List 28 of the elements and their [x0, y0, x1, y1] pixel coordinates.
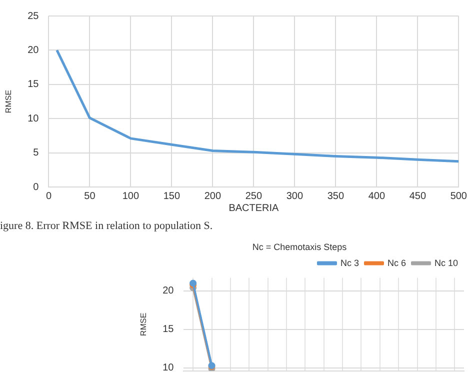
x-tick-label: 0 — [46, 190, 52, 202]
legend-label: Nc 10 — [434, 258, 458, 268]
text: igure 8. Error RMSE in relation to population S. — [0, 220, 213, 232]
x-tick-label: 50 — [84, 190, 96, 202]
x-axis-title: BACTERIA — [228, 202, 280, 214]
legend-label: Nc 3 — [340, 258, 359, 268]
y-tick-label: 10 — [162, 362, 174, 374]
x-tick-label: 100 — [122, 190, 140, 202]
x-tick-label: 450 — [409, 190, 426, 202]
y-tick-label: 5 — [33, 148, 40, 159]
legend-label: Nc 6 — [387, 258, 406, 268]
x-tick-label: 250 — [245, 190, 262, 202]
x-tick-label: 400 — [368, 190, 386, 202]
chart-title: Nc = Chemotaxis Steps — [252, 242, 348, 252]
y-tick-label: 20 — [28, 44, 40, 56]
y-axis-title: RMSE — [4, 90, 14, 114]
x-tick-label: 300 — [286, 190, 304, 202]
x-tick-label: 350 — [327, 190, 344, 202]
x-tick-label: 200 — [204, 190, 222, 202]
y-tick-label: 0 — [33, 182, 40, 193]
y-tick-label: 15 — [28, 79, 40, 90]
y-tick-label: 25 — [28, 10, 40, 22]
y-axis-title: RMSE — [139, 312, 148, 336]
y-tick-label: 20 — [162, 286, 174, 297]
y-tick-label: 10 — [28, 113, 40, 124]
y-tick-label: 15 — [162, 324, 174, 336]
x-tick-label: 150 — [163, 190, 180, 202]
x-tick-label: 500 — [450, 190, 468, 202]
